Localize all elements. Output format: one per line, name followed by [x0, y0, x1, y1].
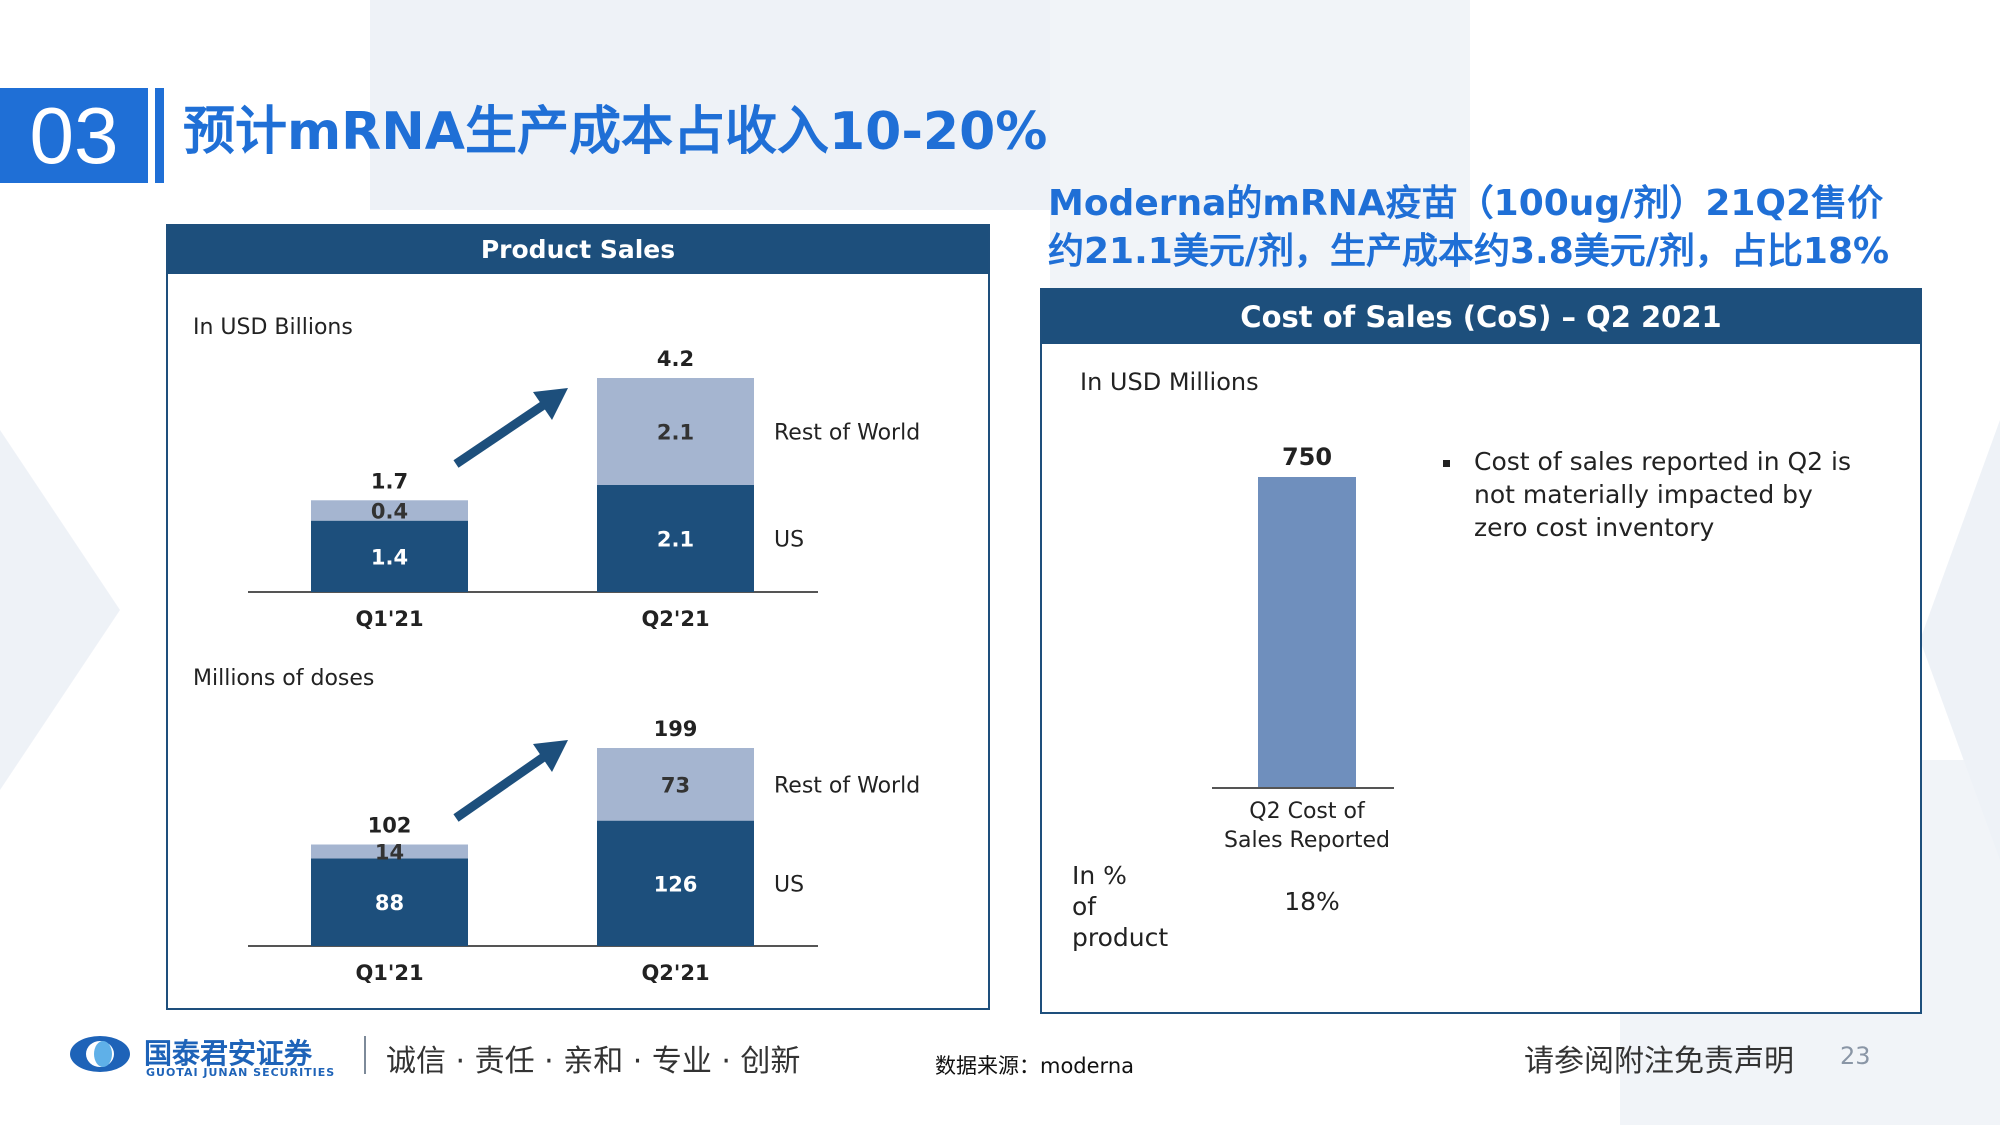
series-label: Rest of World — [774, 773, 920, 798]
bar-segment-rest-of-world — [597, 748, 754, 821]
bar-segment-us — [597, 820, 754, 946]
x-tick-label: Q2 Cost of Sales Reported — [1224, 799, 1390, 853]
bar-value-label: 88 — [375, 891, 404, 915]
bar-segment-rest-of-world — [311, 500, 468, 521]
section-divider — [155, 88, 164, 183]
product-sales-charts: In USD Billions Millions of doses 1.4 0.4… — [193, 315, 920, 985]
bar-value-label: 126 — [654, 872, 698, 896]
subtitle: Moderna的mRNA疫苗（100ug/剂）21Q2售价 约21.1美元/剂，… — [1048, 180, 1948, 276]
cost-of-sales-panel-title: Cost of Sales (CoS) – Q2 2021 — [1042, 290, 1920, 344]
x-tick-label: Q1'21 — [355, 607, 423, 631]
bar-value-label: 73 — [661, 773, 690, 797]
footer-divider — [364, 1036, 366, 1074]
section-number: 03 — [0, 88, 148, 183]
x-tick-label: Q1'21 — [355, 961, 423, 985]
guotai-junan-logo-icon — [70, 1036, 130, 1072]
footer-brand-name: 国泰君安证券 — [144, 1037, 313, 1070]
disclaimer-link[interactable]: 请参阅附注免责声明 — [1524, 1044, 1794, 1079]
growth-arrow-icon — [453, 740, 568, 822]
footer-slogan: 诚信 · 责任 · 亲和 · 专业 · 创新 — [386, 1044, 801, 1079]
cos-bullet-text: Cost of sales reported in Q2 is not mater… — [1474, 447, 1851, 542]
cost-of-sales-chart: In USD Millions 750 Q2 Cost of Sales Repor… — [1072, 368, 1851, 952]
bar-segment-rest-of-world — [597, 378, 754, 485]
page-number: 23 — [1840, 1042, 1871, 1070]
bar-value-label: 14 — [375, 840, 404, 864]
series-label: Rest of World — [774, 421, 920, 446]
cos-bar — [1258, 477, 1356, 788]
subtitle-line-2: 约21.1美元/剂，生产成本约3.8美元/剂，占比18% — [1048, 231, 1890, 272]
background-triangle — [1920, 420, 2000, 860]
data-source-note: 数据来源：moderna — [935, 1054, 1134, 1078]
bar-total-label: 102 — [368, 814, 412, 838]
background-shape — [1050, 0, 1470, 300]
cos-unit-label: In USD Millions — [1080, 368, 1259, 396]
cos-bar-value-label: 750 — [1282, 443, 1332, 471]
background-triangle — [0, 430, 120, 790]
growth-arrow-icon — [453, 388, 568, 468]
bar-total-label: 1.7 — [371, 469, 408, 493]
series-label: US — [774, 872, 804, 897]
bar-segment-us — [311, 520, 468, 592]
chart2-unit-label: Millions of doses — [193, 666, 374, 691]
x-tick-label: Q2'21 — [641, 607, 709, 631]
bar-segment-us — [311, 858, 468, 946]
product-sales-panel-title: Product Sales — [168, 226, 988, 274]
product-sales-panel: Product Sales In USD Billions Millions o… — [166, 224, 990, 1010]
pct-value: 18% — [1284, 887, 1340, 916]
bar-value-label: 2.1 — [657, 421, 694, 445]
pct-label: In % of product — [1072, 861, 1168, 952]
subtitle-line-1: Moderna的mRNA疫苗（100ug/剂）21Q2售价 — [1048, 183, 1884, 224]
bar-total-label: 199 — [654, 717, 698, 741]
bar-value-label: 1.4 — [371, 545, 408, 569]
bar-value-label: 0.4 — [371, 499, 408, 523]
cost-of-sales-panel: Cost of Sales (CoS) – Q2 2021 In USD Mil… — [1040, 288, 1922, 1014]
bar-segment-us — [597, 485, 754, 592]
page-title: 预计mRNA生产成本占收入10-20% — [183, 102, 1048, 162]
bar-segment-rest-of-world — [311, 844, 468, 859]
bullet-marker — [1443, 460, 1450, 467]
series-label: US — [774, 528, 804, 553]
chart1-unit-label: In USD Billions — [193, 315, 353, 340]
bar-value-label: 2.1 — [657, 528, 694, 552]
bar-total-label: 4.2 — [657, 347, 694, 371]
footer-brand-name-en: GUOTAI JUNAN SECURITIES — [146, 1066, 336, 1079]
x-tick-label: Q2'21 — [641, 961, 709, 985]
